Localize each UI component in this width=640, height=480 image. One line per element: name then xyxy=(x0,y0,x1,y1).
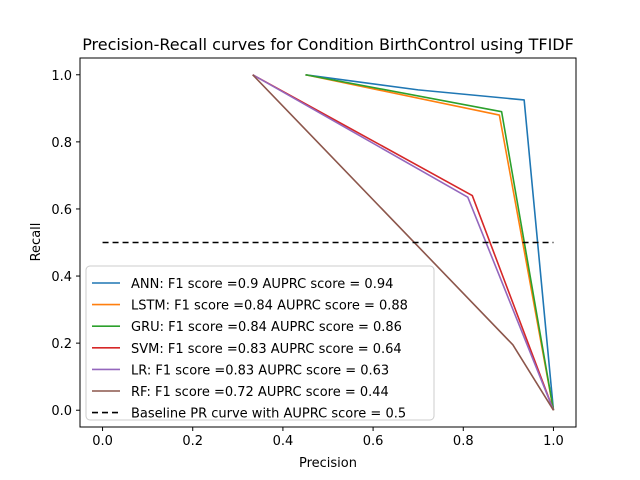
x-axis-label: Precision xyxy=(299,456,357,471)
legend-box xyxy=(85,265,435,421)
y-tick-label: 0.6 xyxy=(51,203,72,218)
legend-label: LSTM: F1 score =0.84 AUPRC score = 0.88 xyxy=(131,299,408,314)
x-tick-label: 0.6 xyxy=(363,434,384,449)
y-axis-ticks: 0.0 0.2 0.4 0.6 0.8 1.0 xyxy=(51,69,80,419)
plot-frame xyxy=(79,57,577,428)
y-tick-label: 1.0 xyxy=(51,69,72,84)
legend-label: RF: F1 score =0.72 AUPRC score = 0.44 xyxy=(131,385,389,400)
y-axis-label: Recall xyxy=(29,223,44,262)
legend-label: ANN: F1 score =0.9 AUPRC score = 0.94 xyxy=(131,277,393,292)
y-tick-label: 0.0 xyxy=(51,404,72,419)
series-line-0 xyxy=(305,73,555,411)
x-tick-label: 0.2 xyxy=(182,434,203,449)
chart-title: Precision-Recall curves for Condition Bi… xyxy=(82,35,574,54)
y-tick-label: 0.4 xyxy=(51,270,72,285)
legend-label: LR: F1 score =0.83 AUPRC score = 0.63 xyxy=(131,363,389,378)
x-tick-label: 0.4 xyxy=(273,434,294,449)
series-line-3 xyxy=(252,74,555,411)
legend-label: SVM: F1 score =0.83 AUPRC score = 0.64 xyxy=(131,342,402,357)
legend-label: GRU: F1 score =0.84 AUPRC score = 0.86 xyxy=(131,320,402,335)
y-tick-label: 0.2 xyxy=(51,337,72,352)
y-tick-label: 0.8 xyxy=(51,136,72,151)
x-axis-ticks: 0.0 0.2 0.4 0.6 0.8 1.0 xyxy=(92,427,564,449)
x-tick-label: 0.0 xyxy=(92,434,113,449)
series-line-2 xyxy=(305,73,555,411)
x-tick-label: 1.0 xyxy=(543,434,564,449)
legend-label: Baseline PR curve with AUPRC score = 0.5 xyxy=(131,407,406,422)
legend: ANN: F1 score =0.9 AUPRC score = 0.94 LST… xyxy=(85,265,435,422)
x-tick-label: 0.8 xyxy=(453,434,474,449)
series-line-5 xyxy=(252,74,555,411)
series-layer xyxy=(102,73,555,411)
series-line-1 xyxy=(305,73,555,411)
series-line-4 xyxy=(252,74,555,411)
